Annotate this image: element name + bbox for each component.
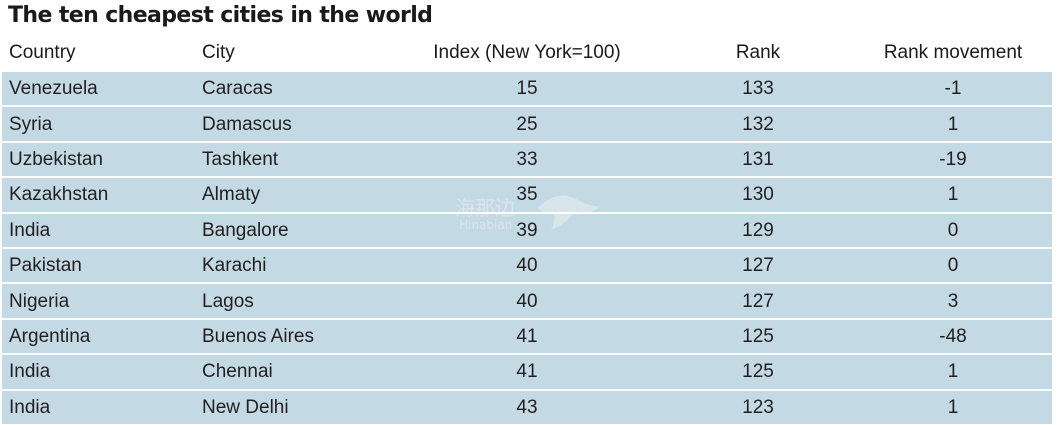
- column-header-country: Country: [9, 42, 76, 63]
- cell-index: 41: [516, 361, 538, 383]
- cell-rank: 131: [742, 148, 774, 170]
- table-row: Syria Damascus 25 132 1: [2, 105, 1052, 141]
- table-row: India New Delhi 43 123 1: [2, 388, 1052, 424]
- cell-country: Venezuela: [9, 78, 98, 100]
- column-header-rank: Rank: [735, 42, 781, 63]
- cell-rank-movement: 1: [947, 396, 959, 418]
- cell-country: Kazakhstan: [9, 184, 109, 206]
- cell-rank-movement: -19: [939, 148, 967, 170]
- cell-city: Almaty: [202, 184, 261, 206]
- cell-city: New Delhi: [202, 396, 289, 418]
- cell-city: Chennai: [202, 361, 273, 383]
- table-row: India Chennai 41 125 1: [2, 353, 1052, 389]
- cell-country: India: [9, 396, 51, 418]
- cell-city: Caracas: [202, 78, 273, 100]
- cell-index: 15: [516, 78, 538, 100]
- table-title: The ten cheapest cities in the world: [8, 3, 433, 28]
- cell-index: 41: [516, 325, 538, 347]
- cell-rank: 127: [742, 290, 774, 312]
- cell-rank-movement: -48: [939, 325, 967, 347]
- cell-rank: 127: [742, 255, 774, 277]
- cell-rank-movement: 0: [947, 255, 959, 277]
- cell-country: Pakistan: [9, 255, 82, 277]
- table-row: Uzbekistan Tashkent 33 131 -19: [2, 140, 1052, 177]
- cell-city: Lagos: [202, 290, 254, 312]
- cell-index: 40: [516, 290, 538, 312]
- cell-rank: 125: [742, 325, 774, 347]
- table-header-row: Country City Index (New York=100) Rank R…: [2, 35, 1052, 70]
- cell-city: Bangalore: [202, 219, 289, 241]
- cell-rank: 129: [742, 219, 774, 241]
- cell-rank: 130: [742, 184, 774, 206]
- cell-rank: 132: [742, 113, 774, 135]
- cell-rank-movement: 3: [947, 290, 959, 312]
- table-row: Pakistan Karachi 40 127 0: [2, 246, 1052, 283]
- table-body: Venezuela Caracas 15 133 -1 Syria Damascus 25 13…: [2, 70, 1052, 424]
- table-row: Argentina Buenos Aires 41 125 -48: [2, 317, 1052, 354]
- cell-index: 25: [516, 113, 538, 135]
- cell-city: Damascus: [202, 113, 292, 135]
- column-header-city: City: [202, 42, 235, 63]
- cell-rank: 133: [742, 78, 774, 100]
- table-row: Venezuela Caracas 15 133 -1: [2, 70, 1052, 106]
- cell-rank: 123: [742, 396, 774, 418]
- table-row: Kazakhstan Almaty 35 130 1: [2, 176, 1052, 212]
- column-header-rank-movement: Rank movement: [883, 42, 1023, 63]
- cell-country: Argentina: [9, 325, 91, 347]
- cell-rank-movement: -1: [944, 78, 962, 100]
- cell-country: Syria: [9, 113, 53, 135]
- cell-rank: 125: [742, 361, 774, 383]
- cell-country: Uzbekistan: [9, 148, 103, 170]
- cell-country: India: [9, 219, 51, 241]
- table-row: Nigeria Lagos 40 127 3: [2, 282, 1052, 318]
- cell-index: 35: [516, 184, 538, 206]
- table-row: India Bangalore 39 129 0: [2, 211, 1052, 247]
- column-header-index: Index (New York=100): [433, 42, 621, 63]
- cell-country: India: [9, 361, 51, 383]
- cell-rank-movement: 1: [947, 184, 959, 206]
- cell-city: Karachi: [202, 255, 267, 277]
- cell-country: Nigeria: [9, 290, 70, 312]
- cities-table: Country City Index (New York=100) Rank R…: [2, 35, 1052, 424]
- cell-city: Tashkent: [202, 148, 279, 170]
- cell-city: Buenos Aires: [202, 325, 314, 347]
- cell-index: 33: [516, 148, 538, 170]
- cell-index: 40: [516, 255, 538, 277]
- cell-index: 39: [516, 219, 538, 241]
- cell-rank-movement: 1: [947, 361, 959, 383]
- cell-rank-movement: 1: [947, 113, 959, 135]
- cell-rank-movement: 0: [947, 219, 959, 241]
- cell-index: 43: [516, 396, 538, 418]
